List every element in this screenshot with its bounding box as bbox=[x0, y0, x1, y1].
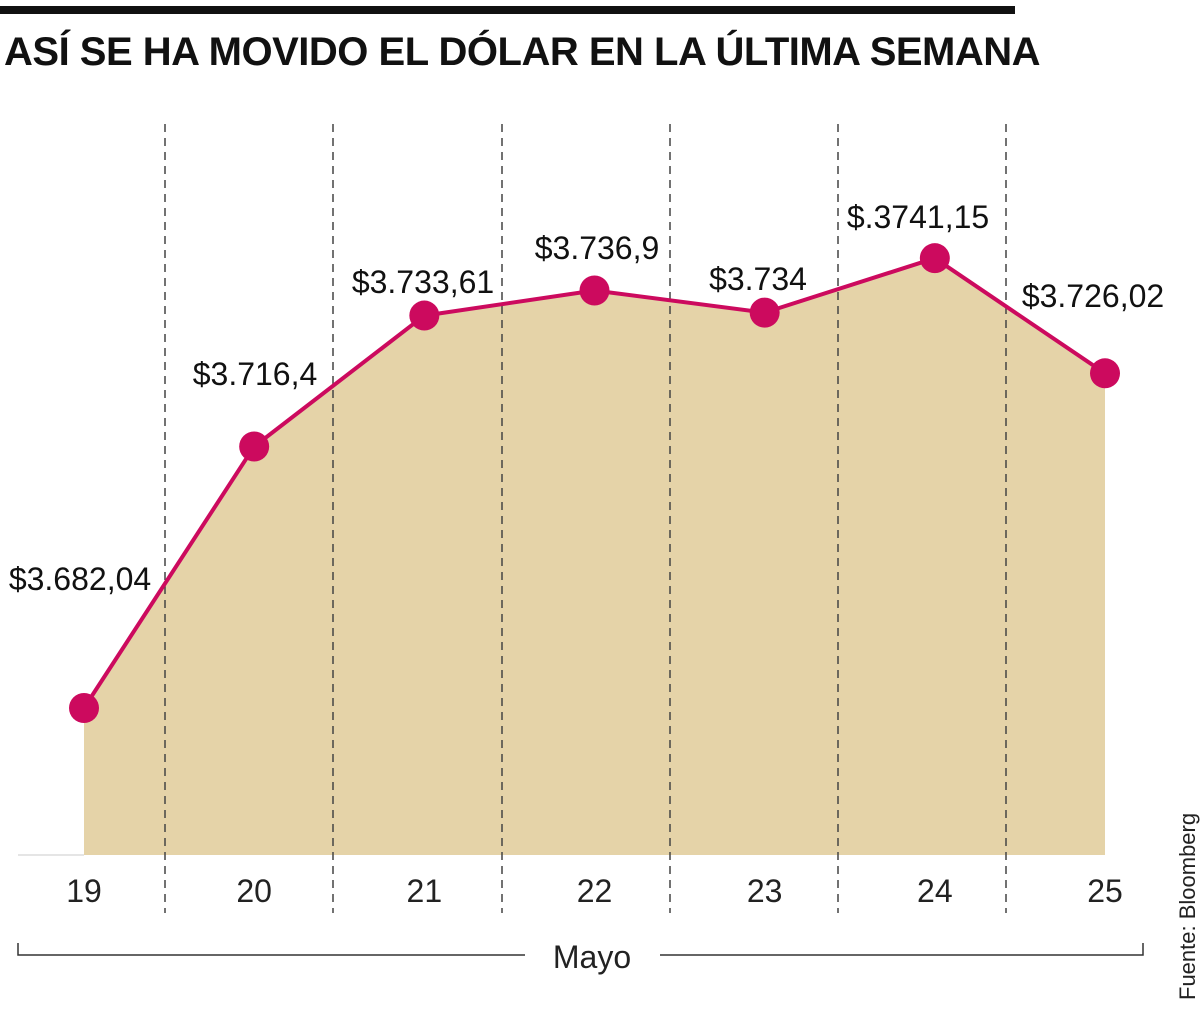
bracket-right bbox=[660, 943, 1144, 956]
top-rule bbox=[0, 6, 1015, 14]
data-label-22: $3.736,9 bbox=[535, 230, 660, 266]
data-label-20: $3.716,4 bbox=[193, 356, 318, 392]
data-point-22 bbox=[579, 275, 610, 306]
data-label-24: $.3741,15 bbox=[847, 199, 989, 235]
area-fill bbox=[84, 258, 1105, 855]
data-label-23: $3.734 bbox=[709, 261, 807, 297]
data-point-19 bbox=[69, 693, 99, 723]
x-tick-23: 23 bbox=[747, 873, 783, 909]
x-tick-20: 20 bbox=[236, 873, 272, 909]
data-point-25 bbox=[1090, 358, 1120, 389]
data-point-20 bbox=[239, 431, 270, 462]
data-point-21 bbox=[409, 300, 440, 331]
data-label-21: $3.733,61 bbox=[352, 264, 494, 300]
x-axis-label: Mayo bbox=[553, 939, 631, 975]
chart-title: ASÍ SE HA MOVIDO EL DÓLAR EN LA ÚLTIMA S… bbox=[4, 30, 1041, 74]
x-tick-21: 21 bbox=[407, 873, 443, 909]
x-tick-24: 24 bbox=[917, 873, 953, 909]
data-point-24 bbox=[919, 243, 950, 274]
bracket-left bbox=[17, 943, 525, 956]
x-tick-22: 22 bbox=[577, 873, 613, 909]
data-label-19: $3.682,04 bbox=[9, 561, 151, 597]
x-tick-19: 19 bbox=[66, 873, 102, 909]
data-label-25: $3.726,02 bbox=[1022, 278, 1164, 314]
data-point-23 bbox=[749, 297, 780, 328]
source-note: Fuente: Bloomberg bbox=[1175, 812, 1200, 1000]
x-tick-25: 25 bbox=[1087, 873, 1123, 909]
